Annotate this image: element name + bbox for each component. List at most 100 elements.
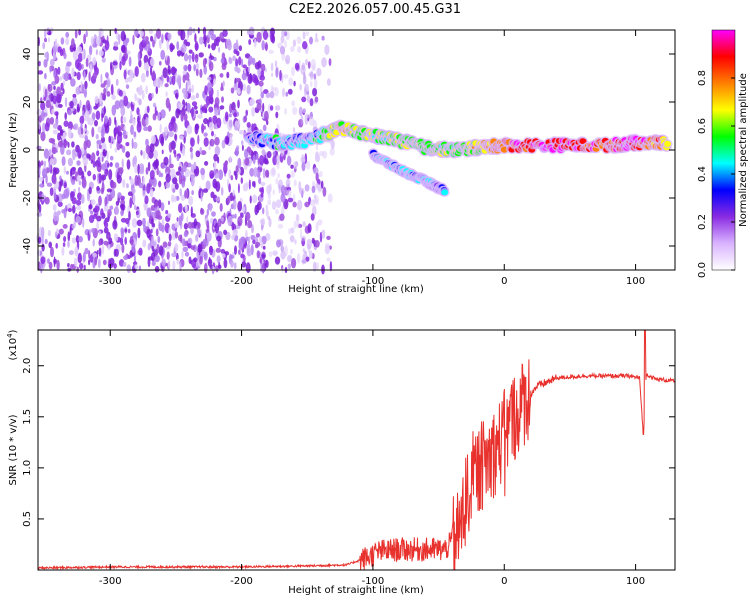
noise-speckle (63, 182, 67, 189)
noise-speckle (283, 189, 289, 195)
noise-speckle (38, 176, 44, 182)
noise-speckle (112, 220, 118, 230)
noise-speckle (204, 161, 209, 166)
noise-speckle (248, 39, 252, 45)
noise-speckle (228, 183, 231, 193)
noise-speckle (294, 239, 297, 245)
noise-speckle (116, 125, 121, 136)
noise-speckle (180, 194, 186, 201)
noise-speckle (259, 256, 262, 264)
noise-speckle (136, 121, 142, 133)
noise-speckle (60, 82, 64, 92)
noise-speckle (43, 160, 47, 167)
noise-speckle (219, 203, 223, 212)
noise-speckle (56, 111, 59, 120)
noise-speckle (241, 140, 244, 146)
noise-speckle (202, 26, 207, 36)
noise-speckle (148, 93, 153, 101)
noise-speckle (275, 199, 282, 209)
noise-speckle (206, 208, 209, 216)
noise-speckle (231, 101, 236, 111)
colorbar-tick-label: 0.0 (697, 262, 708, 278)
noise-speckle (207, 44, 211, 49)
noise-speckle (71, 38, 75, 49)
noise-speckle (228, 113, 232, 118)
noise-speckle (195, 110, 199, 115)
noise-speckle (292, 39, 296, 47)
noise-speckle (43, 148, 50, 159)
noise-speckle (307, 61, 311, 69)
noise-speckle (233, 262, 237, 270)
noise-speckle (45, 174, 48, 184)
noise-speckle (165, 181, 171, 189)
noise-speckle (179, 261, 182, 272)
noise-speckle (150, 228, 153, 234)
noise-speckle (73, 123, 79, 131)
noise-speckle (103, 227, 109, 234)
noise-speckle (52, 44, 58, 53)
noise-speckle (223, 258, 228, 269)
noise-speckle (316, 67, 322, 77)
noise-speckle (76, 71, 81, 81)
noise-speckle (142, 217, 146, 227)
noise-speckle (302, 41, 308, 50)
noise-speckle (211, 130, 214, 137)
noise-speckle (171, 116, 176, 123)
noise-speckle (262, 207, 265, 215)
noise-speckle (214, 96, 220, 107)
noise-speckle (136, 97, 140, 103)
noise-speckle (160, 109, 166, 119)
noise-speckle (59, 49, 64, 57)
noise-speckle (60, 129, 64, 136)
noise-speckle (326, 257, 331, 262)
noise-speckle (146, 105, 150, 113)
noise-speckle (272, 151, 276, 157)
noise-speckle (245, 181, 249, 189)
noise-speckle (172, 121, 177, 133)
noise-speckle (61, 156, 66, 167)
noise-speckle (312, 87, 318, 97)
noise-speckle (237, 99, 240, 109)
noise-speckle (141, 90, 145, 100)
noise-speckle (182, 238, 186, 247)
noise-speckle (129, 197, 133, 209)
noise-speckle (100, 174, 107, 181)
noise-speckle (175, 252, 179, 261)
noise-speckle (108, 135, 111, 143)
noise-speckle (87, 170, 92, 177)
noise-speckle (256, 250, 260, 259)
noise-speckle (46, 182, 53, 187)
x-tick-label: -300 (99, 576, 122, 587)
noise-speckle (87, 116, 90, 125)
noise-speckle (282, 87, 285, 98)
noise-speckle (213, 78, 216, 85)
noise-speckle (57, 140, 63, 148)
noise-speckle (160, 136, 165, 147)
noise-speckle (252, 57, 256, 66)
noise-speckle (228, 169, 232, 179)
noise-speckle (203, 251, 208, 261)
noise-speckle (139, 166, 143, 175)
noise-speckle (124, 236, 127, 245)
noise-speckle (214, 145, 221, 156)
noise-speckle (246, 122, 251, 128)
noise-speckle (159, 245, 164, 256)
noise-speckle (259, 155, 265, 166)
noise-speckle (76, 106, 81, 112)
noise-speckle (88, 71, 91, 82)
noise-speckle (36, 145, 42, 150)
noise-speckle (176, 109, 181, 114)
noise-speckle (198, 36, 204, 45)
noise-speckle (169, 44, 173, 49)
noise-speckle (48, 30, 52, 36)
noise-speckle (122, 116, 127, 124)
noise-speckle (63, 120, 69, 127)
noise-speckle (130, 110, 133, 115)
noise-speckle (99, 93, 102, 105)
noise-speckle (93, 105, 98, 110)
noise-speckle (145, 138, 149, 146)
noise-speckle (327, 193, 333, 203)
noise-speckle (187, 80, 192, 89)
noise-speckle (101, 136, 105, 144)
noise-speckle (226, 38, 232, 50)
